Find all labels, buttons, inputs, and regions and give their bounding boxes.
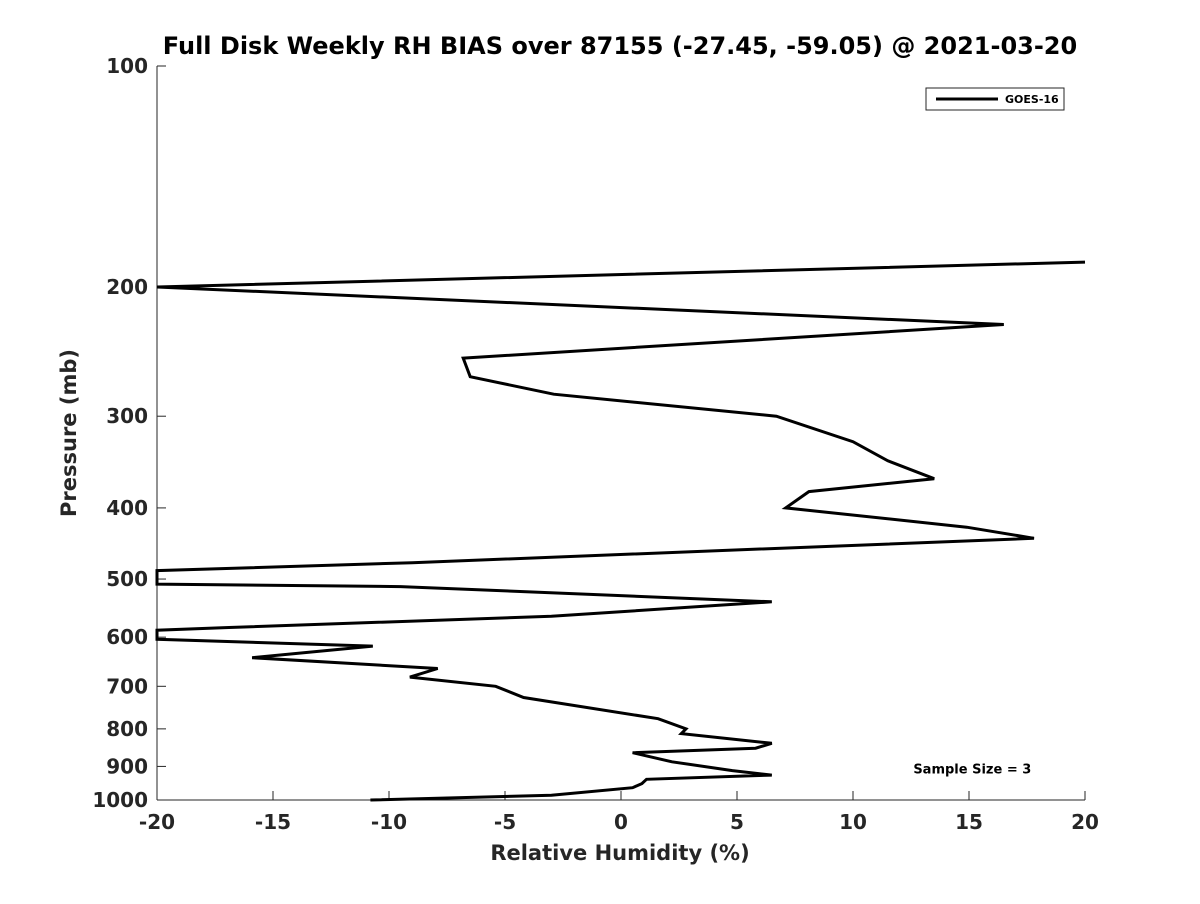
x-tick-label: -10 (371, 810, 407, 834)
y-tick-label: 700 (106, 674, 148, 698)
y-tick-label: 100 (106, 54, 148, 78)
plot-area (155, 260, 1086, 802)
x-tick-label: -20 (139, 810, 175, 834)
y-axis-label: Pressure (mb) (57, 349, 81, 517)
x-tick-label: 0 (614, 810, 628, 834)
sample-size-annotation: Sample Size = 3 (913, 762, 1031, 777)
x-tick-label: -5 (494, 810, 516, 834)
y-tick-label: 200 (106, 275, 148, 299)
y-tick-label: 1000 (92, 788, 148, 812)
y-tick-label: 800 (106, 717, 148, 741)
y-tick-label: 300 (106, 404, 148, 428)
chart-title: Full Disk Weekly RH BIAS over 87155 (-27… (163, 32, 1077, 60)
x-tick-label: 5 (730, 810, 744, 834)
x-tick-label: 15 (955, 810, 983, 834)
x-tick-label: -15 (255, 810, 291, 834)
series-line-goes-16 (155, 260, 1086, 802)
y-tick-label: 500 (106, 567, 148, 591)
axes (156, 66, 1085, 801)
x-tick-label: 20 (1071, 810, 1099, 834)
y-tick-label: 900 (106, 754, 148, 778)
x-tick-label: 10 (839, 810, 867, 834)
legend-label-goes-16: GOES-16 (1005, 93, 1059, 106)
y-tick-label: 600 (106, 625, 148, 649)
y-tick-label: 400 (106, 496, 148, 520)
legend: GOES-16 (925, 87, 1065, 111)
x-axis-label: Relative Humidity (%) (490, 841, 749, 865)
tick-marks: -20 -15 -10 -5 0 5 10 15 20 100 200 300 400 500 600 700… (92, 54, 1099, 834)
